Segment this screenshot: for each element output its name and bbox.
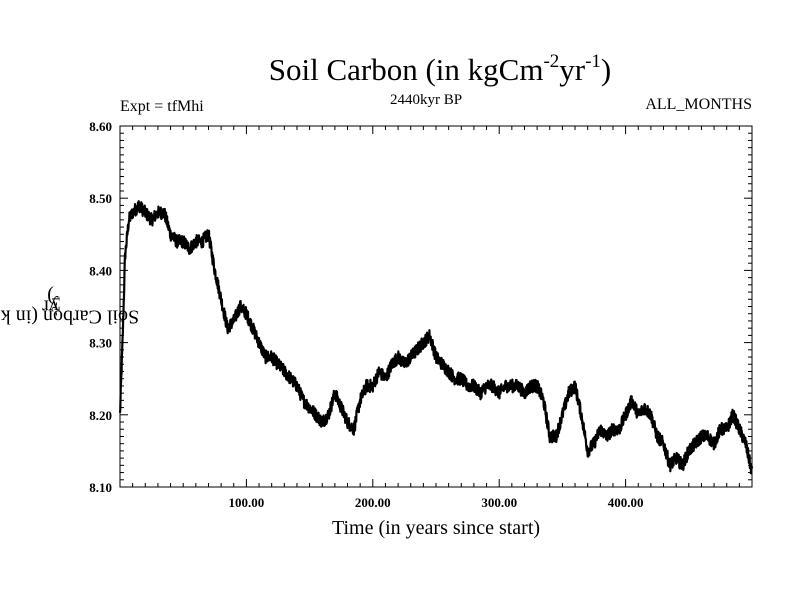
x-tick-label: 100.00 [229,495,265,510]
tick-layer: 8.10 8.20 8.30 8.40 8.50 8.60 100.00 200.00 300.… [89,119,753,510]
x-tick-label: 200.00 [355,495,391,510]
chart-title: Soil Carbon (in kgCm-2yr-1) [268,51,612,87]
y-tick-label: 8.60 [89,119,112,134]
series-line [118,200,754,475]
months-label: ALL_MONTHS [645,96,752,113]
x-axis-label: Time (in years since start) [331,517,541,539]
y-tick-label: 8.30 [89,336,112,351]
y-tick-label: 8.20 [89,408,112,423]
x-tick-label: 300.00 [481,495,517,510]
x-tick-label: 400.00 [608,495,644,510]
y-tick-label: 8.40 [89,263,112,278]
experiment-label: Expt = tfMhi [120,98,204,115]
y-tick-label: 8.10 [89,480,112,495]
plot-frame [119,125,753,488]
y-tick-label: 8.50 [89,191,112,206]
chart-subtitle: 2440kyr BP [390,92,463,108]
